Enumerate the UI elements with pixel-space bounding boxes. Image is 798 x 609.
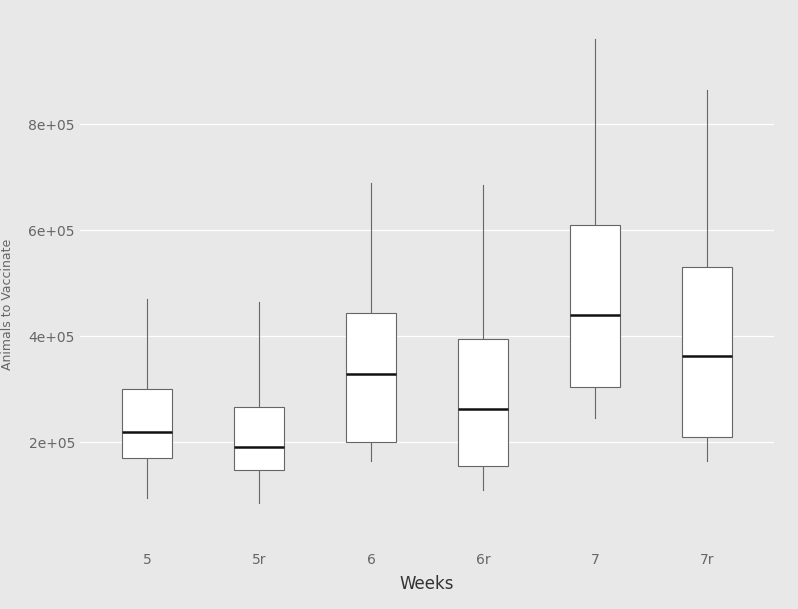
Bar <box>570 225 620 387</box>
Bar <box>234 407 284 470</box>
Text: Animals to Vaccinate: Animals to Vaccinate <box>2 239 14 370</box>
Bar <box>458 339 508 466</box>
Bar <box>122 389 172 458</box>
Bar <box>681 267 732 437</box>
Bar <box>346 314 396 442</box>
X-axis label: Weeks: Weeks <box>400 576 454 593</box>
